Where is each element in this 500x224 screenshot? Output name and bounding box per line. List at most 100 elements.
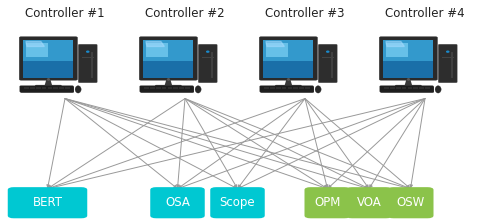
FancyBboxPatch shape bbox=[396, 87, 400, 88]
FancyBboxPatch shape bbox=[36, 87, 40, 88]
FancyBboxPatch shape bbox=[168, 88, 172, 89]
FancyBboxPatch shape bbox=[384, 87, 389, 88]
FancyBboxPatch shape bbox=[42, 88, 46, 89]
FancyBboxPatch shape bbox=[156, 88, 160, 89]
FancyBboxPatch shape bbox=[24, 87, 29, 88]
FancyBboxPatch shape bbox=[384, 40, 434, 78]
FancyBboxPatch shape bbox=[388, 187, 434, 218]
Text: BERT: BERT bbox=[32, 196, 62, 209]
FancyBboxPatch shape bbox=[168, 87, 172, 88]
FancyBboxPatch shape bbox=[82, 57, 94, 58]
FancyBboxPatch shape bbox=[54, 87, 58, 88]
FancyBboxPatch shape bbox=[48, 88, 52, 89]
FancyBboxPatch shape bbox=[264, 87, 269, 88]
FancyBboxPatch shape bbox=[408, 88, 412, 89]
FancyBboxPatch shape bbox=[202, 57, 213, 58]
FancyBboxPatch shape bbox=[384, 40, 434, 61]
FancyBboxPatch shape bbox=[386, 43, 408, 57]
FancyBboxPatch shape bbox=[78, 44, 97, 83]
FancyBboxPatch shape bbox=[305, 87, 310, 88]
Circle shape bbox=[326, 51, 329, 52]
FancyBboxPatch shape bbox=[24, 40, 74, 78]
Ellipse shape bbox=[435, 86, 441, 93]
FancyBboxPatch shape bbox=[198, 44, 217, 83]
FancyBboxPatch shape bbox=[425, 88, 430, 89]
FancyBboxPatch shape bbox=[140, 86, 194, 93]
Circle shape bbox=[446, 51, 449, 52]
FancyBboxPatch shape bbox=[36, 88, 40, 89]
Polygon shape bbox=[386, 41, 404, 46]
FancyBboxPatch shape bbox=[156, 87, 160, 88]
Ellipse shape bbox=[195, 86, 201, 93]
FancyBboxPatch shape bbox=[26, 43, 48, 57]
FancyBboxPatch shape bbox=[270, 88, 274, 89]
FancyBboxPatch shape bbox=[294, 87, 298, 88]
Ellipse shape bbox=[315, 86, 321, 93]
FancyBboxPatch shape bbox=[318, 44, 337, 83]
FancyBboxPatch shape bbox=[144, 40, 194, 61]
FancyBboxPatch shape bbox=[144, 40, 194, 78]
FancyBboxPatch shape bbox=[150, 187, 205, 218]
FancyBboxPatch shape bbox=[155, 85, 182, 88]
FancyBboxPatch shape bbox=[42, 87, 46, 88]
Text: Controller #3: Controller #3 bbox=[265, 7, 345, 20]
FancyBboxPatch shape bbox=[24, 88, 29, 89]
FancyBboxPatch shape bbox=[451, 52, 454, 78]
Polygon shape bbox=[266, 41, 284, 46]
Text: VOA: VOA bbox=[356, 196, 382, 209]
FancyBboxPatch shape bbox=[282, 88, 286, 89]
FancyBboxPatch shape bbox=[162, 87, 166, 88]
FancyBboxPatch shape bbox=[60, 88, 64, 89]
Polygon shape bbox=[146, 41, 165, 46]
FancyBboxPatch shape bbox=[174, 88, 178, 89]
FancyBboxPatch shape bbox=[54, 88, 58, 89]
FancyBboxPatch shape bbox=[91, 52, 94, 78]
FancyBboxPatch shape bbox=[380, 86, 434, 92]
FancyBboxPatch shape bbox=[442, 57, 454, 58]
FancyBboxPatch shape bbox=[24, 40, 74, 61]
FancyBboxPatch shape bbox=[264, 40, 314, 78]
Circle shape bbox=[86, 51, 89, 52]
FancyBboxPatch shape bbox=[180, 87, 184, 88]
FancyBboxPatch shape bbox=[390, 87, 394, 88]
FancyBboxPatch shape bbox=[438, 44, 457, 83]
FancyBboxPatch shape bbox=[30, 88, 34, 89]
FancyBboxPatch shape bbox=[144, 87, 149, 88]
Polygon shape bbox=[284, 79, 292, 86]
FancyBboxPatch shape bbox=[425, 87, 430, 88]
FancyBboxPatch shape bbox=[150, 87, 154, 88]
FancyBboxPatch shape bbox=[408, 87, 412, 88]
FancyBboxPatch shape bbox=[162, 88, 166, 89]
Circle shape bbox=[206, 51, 209, 52]
FancyBboxPatch shape bbox=[259, 37, 318, 80]
Text: Controller #2: Controller #2 bbox=[145, 7, 225, 20]
FancyBboxPatch shape bbox=[65, 87, 70, 88]
FancyBboxPatch shape bbox=[260, 86, 314, 92]
FancyBboxPatch shape bbox=[20, 37, 78, 80]
FancyBboxPatch shape bbox=[346, 187, 392, 218]
FancyBboxPatch shape bbox=[300, 88, 304, 89]
FancyBboxPatch shape bbox=[140, 86, 194, 92]
FancyBboxPatch shape bbox=[395, 85, 421, 88]
FancyBboxPatch shape bbox=[288, 87, 292, 88]
FancyBboxPatch shape bbox=[185, 87, 190, 88]
FancyBboxPatch shape bbox=[60, 87, 64, 88]
FancyBboxPatch shape bbox=[304, 187, 350, 218]
FancyBboxPatch shape bbox=[414, 88, 418, 89]
FancyBboxPatch shape bbox=[331, 52, 334, 78]
FancyBboxPatch shape bbox=[305, 88, 310, 89]
Text: Scope: Scope bbox=[220, 196, 256, 209]
FancyBboxPatch shape bbox=[139, 37, 198, 80]
FancyBboxPatch shape bbox=[288, 88, 292, 89]
Text: OPM: OPM bbox=[314, 196, 340, 209]
FancyBboxPatch shape bbox=[30, 87, 34, 88]
Polygon shape bbox=[44, 79, 52, 86]
FancyBboxPatch shape bbox=[35, 85, 62, 88]
FancyBboxPatch shape bbox=[180, 88, 184, 89]
FancyBboxPatch shape bbox=[174, 87, 178, 88]
FancyBboxPatch shape bbox=[384, 88, 389, 89]
FancyBboxPatch shape bbox=[380, 86, 434, 93]
FancyBboxPatch shape bbox=[146, 43, 169, 57]
FancyBboxPatch shape bbox=[65, 88, 70, 89]
Ellipse shape bbox=[75, 86, 81, 93]
